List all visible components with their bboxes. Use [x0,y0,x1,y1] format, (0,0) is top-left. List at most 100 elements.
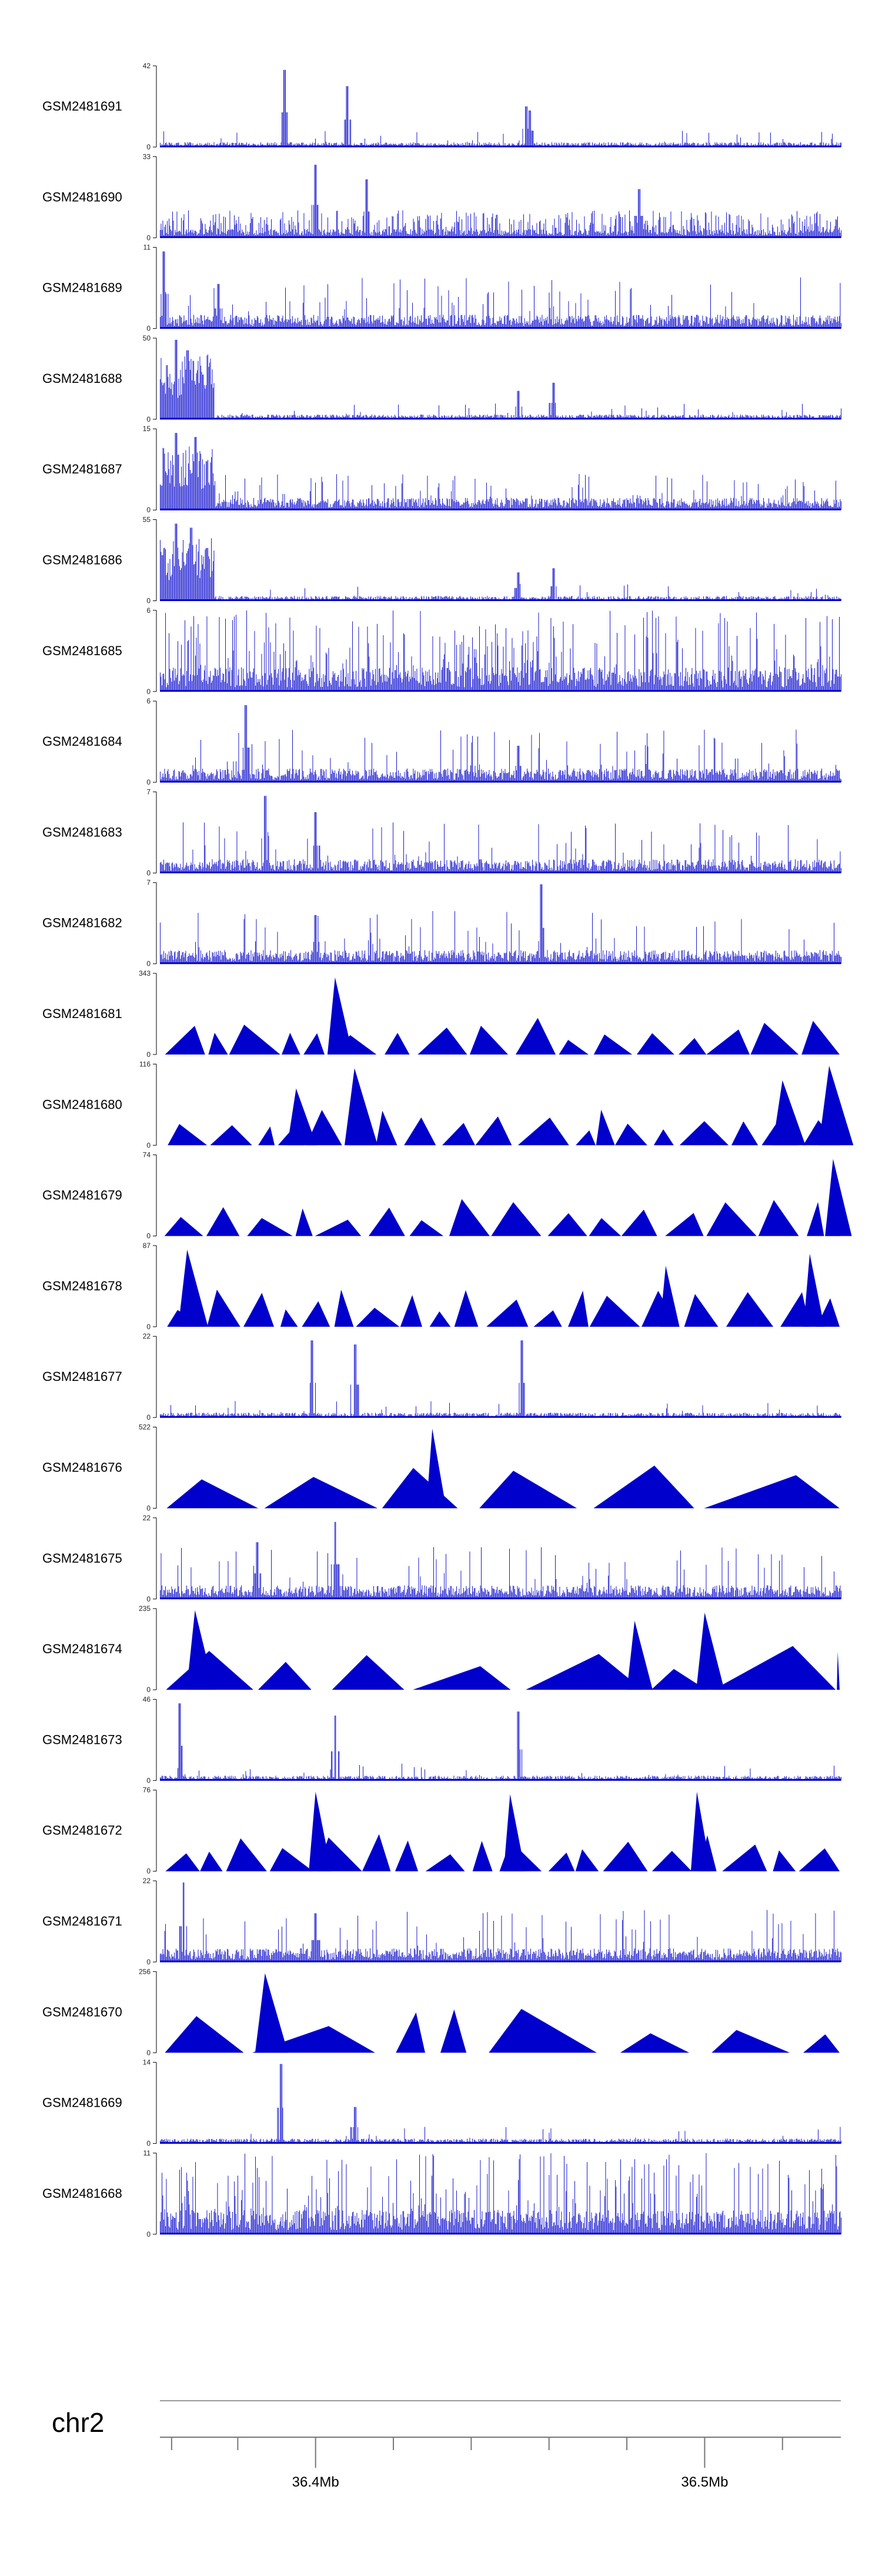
y-max-label: 11 [143,2149,151,2157]
track-label: GSM2481673 [42,1732,122,1747]
coverage-area [165,1834,840,1871]
y-max-label: 6 [146,606,151,615]
coverage-peak [186,1610,215,1690]
coverage-peak [287,1088,317,1146]
y-min-label: 0 [146,233,151,242]
track-label: GSM2481668 [42,2186,122,2201]
track-label: GSM2481671 [42,1914,122,1928]
coverage-area [160,523,841,601]
y-max-label: 87 [143,1242,151,1250]
track-GSM2481679: GSM2481679 74 0 [42,1151,852,1240]
track-GSM2481678: GSM2481678 87 0 [42,1242,840,1331]
coverage-peak [660,1266,680,1327]
y-max-label: 46 [143,1695,151,1703]
track-GSM2481686: GSM2481686 55 0 [42,516,841,605]
track-label: GSM2481691 [42,99,122,114]
track-label: GSM2481679 [42,1188,122,1203]
coverage-peak [825,1159,852,1236]
y-max-label: 6 [146,697,151,705]
track-GSM2481684: GSM2481684 6 0 [42,697,841,786]
genome-tick-label: 36.4Mb [292,2474,339,2490]
y-min-label: 0 [146,778,151,786]
y-max-label: 11 [143,243,151,252]
y-min-label: 0 [146,1867,151,1876]
track-label: GSM2481672 [42,1823,122,1838]
coverage-peak [627,1620,653,1690]
y-min-label: 0 [146,1958,151,1966]
coverage-area [160,884,841,964]
coverage-area [160,165,841,238]
y-max-label: 22 [143,1332,151,1340]
y-max-label: 22 [143,1514,151,1522]
y-min-label: 0 [146,1141,151,1149]
y-max-label: 76 [143,1786,151,1794]
coverage-area [160,1521,841,1599]
track-GSM2481681: GSM2481681 343 0 [42,969,840,1059]
coverage-area [160,2064,841,2144]
track-label: GSM2481683 [42,825,122,839]
track-label: GSM2481689 [42,281,122,295]
coverage-peak [426,1429,446,1509]
coverage-peak [327,977,353,1055]
y-max-label: 15 [143,425,151,433]
coverage-peak [803,1253,824,1327]
track-GSM2481668: GSM2481668 11 0 [42,2149,841,2238]
coverage-area [165,2008,840,2053]
track-label: GSM2481686 [42,553,122,568]
coverage-peak [773,1080,806,1146]
y-max-label: 256 [139,1967,151,1976]
coverage-peak [178,1249,208,1327]
y-min-label: 0 [146,325,151,333]
coverage-peak [345,1068,378,1146]
coverage-area [166,1466,840,1509]
y-min-label: 0 [146,869,151,877]
track-label: GSM2481677 [42,1369,122,1384]
track-GSM2481675: GSM2481675 22 0 [42,1514,841,1603]
y-max-label: 14 [143,2058,151,2067]
y-min-label: 0 [146,960,151,968]
coverage-peak [690,1791,711,1871]
coverage-area [168,1109,840,1146]
track-GSM2481676: GSM2481676 522 0 [42,1423,840,1513]
coverage-peak [503,1794,526,1871]
track-GSM2481673: GSM2481673 46 0 [42,1695,841,1784]
y-min-label: 0 [146,597,151,605]
chromosome-label: chr2 [52,2407,104,2438]
coverage-area [167,1289,840,1327]
y-min-label: 0 [146,2048,151,2057]
coverage-area [160,610,841,692]
track-GSM2481674: GSM2481674 235 0 [42,1604,840,1694]
track-GSM2481671: GSM2481671 22 0 [42,1877,841,1966]
y-min-label: 0 [146,1050,151,1059]
coverage-area [160,1703,841,1781]
track-GSM2481682: GSM2481682 7 0 [42,879,841,968]
y-min-label: 0 [146,1413,151,1422]
track-label: GSM2481674 [42,1641,122,1656]
coverage-peak [255,1973,288,2053]
coverage-area [160,1882,841,1962]
genome-tick-label: 36.5Mb [681,2474,728,2490]
track-label: GSM2481688 [42,371,122,386]
y-min-label: 0 [146,506,151,514]
y-max-label: 7 [146,788,151,796]
track-label: GSM2481680 [42,1097,122,1112]
track-GSM2481683: GSM2481683 7 0 [42,788,841,877]
coverage-area [166,1646,840,1690]
coverage-area [160,69,841,148]
y-max-label: 42 [143,62,151,70]
track-GSM2481690: GSM2481690 33 0 [42,152,841,242]
y-max-label: 74 [143,1151,151,1159]
track-GSM2481677: GSM2481677 22 0 [42,1332,841,1422]
track-label: GSM2481681 [42,1006,122,1021]
coverage-peak [309,1791,332,1871]
y-min-label: 0 [146,688,151,696]
y-min-label: 0 [146,1686,151,1694]
coverage-area [164,1199,840,1236]
coverage-area [160,433,841,510]
track-panel: GSM2481691420GSM2481690330GSM2481689110G… [42,62,854,2238]
track-label: GSM2481676 [42,1460,122,1475]
genome-axis-panel: chr2 36.4Mb 36.5Mb [52,2400,841,2490]
coverage-area [160,2153,841,2234]
track-GSM2481691: GSM2481691 42 0 [42,62,841,151]
